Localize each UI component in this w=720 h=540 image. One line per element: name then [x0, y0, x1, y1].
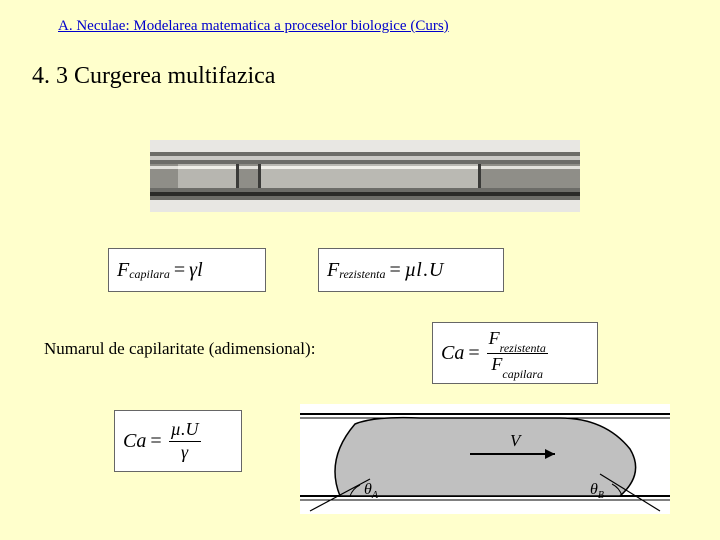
sym-U: U	[429, 259, 443, 282]
den-F: F	[491, 354, 502, 374]
sym-Ca2: Ca	[123, 430, 146, 453]
section-title: 4. 3 Curgerea multifazica	[0, 35, 720, 90]
capillary-number-label: Numarul de capilaritate (adimensional):	[44, 339, 315, 359]
sym-dot: .	[423, 259, 428, 282]
equation-capillary-force: Fcapilara = γl	[108, 248, 266, 292]
num-muU: µ.U	[171, 419, 199, 439]
den-sub: capilara	[502, 367, 543, 381]
equation-resistance-force: Frezistenta = µl.U	[318, 248, 504, 292]
num-sub: rezistenta	[500, 341, 546, 355]
sym-gamma: γ	[189, 259, 197, 282]
equation-ca-definition: Ca = Frezistenta Fcapilara	[432, 322, 598, 384]
course-header: A. Neculae: Modelarea matematica a proce…	[0, 0, 720, 35]
sym-F2: F	[327, 259, 339, 282]
sym-l: l	[197, 259, 203, 282]
equation-ca-formula: Ca = µ.U γ	[114, 410, 242, 472]
sym-equals2: =	[389, 259, 400, 282]
sym-l2: l	[416, 259, 422, 282]
droplet-diagram: V θA θB	[300, 404, 670, 514]
sym-Ca: Ca	[441, 342, 464, 365]
sym-F: F	[117, 259, 129, 282]
sub-capilara: capilara	[129, 267, 170, 282]
sub-rezistenta: rezistenta	[339, 267, 385, 282]
sym-mu: µ	[405, 259, 417, 282]
sym-equals3: =	[468, 342, 479, 365]
sym-equals4: =	[150, 430, 161, 453]
capillary-photo	[150, 140, 580, 212]
den-gamma: γ	[181, 442, 188, 462]
sym-equals: =	[174, 259, 185, 282]
num-F: F	[489, 328, 500, 348]
